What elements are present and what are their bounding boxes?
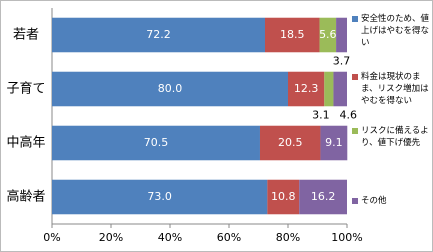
- x-tick-label: 20%: [99, 231, 123, 244]
- y-tick-label: 子育て: [6, 81, 45, 97]
- bar-segment: [52, 179, 268, 215]
- legend-swatch: [352, 198, 358, 204]
- value-label: 20.5: [278, 136, 303, 149]
- value-label: 70.5: [144, 136, 169, 149]
- bar-segment: [336, 17, 347, 53]
- bar-segment: [52, 125, 260, 161]
- bar-segment: [319, 17, 337, 53]
- legend-swatch: [352, 128, 358, 134]
- bar-segment: [333, 71, 347, 107]
- legend-swatch: [352, 16, 358, 22]
- y-tick-label: 高齢者: [6, 189, 45, 205]
- bar-segment: [264, 17, 320, 53]
- legend-label: その他: [361, 196, 387, 206]
- y-tick-label: 中高年: [6, 135, 45, 151]
- value-label: 73.0: [147, 190, 172, 203]
- bar-segment: [288, 71, 325, 107]
- bar-segment: [52, 71, 288, 107]
- value-label: 5.6: [319, 28, 337, 41]
- value-label: 18.5: [280, 28, 305, 41]
- legend-label: リスクに備えるより、値下げ優先: [361, 126, 429, 148]
- value-label: 72.2: [146, 28, 171, 41]
- legend-label: 料金は現状のまま、リスク増加はやむを得ない: [361, 72, 429, 106]
- x-tick-label: 0%: [43, 231, 60, 244]
- value-label: 4.6: [339, 108, 357, 121]
- x-tick-label: 100%: [331, 231, 362, 244]
- y-tick-label: 若者: [13, 27, 39, 43]
- value-label: 3.7: [333, 54, 351, 67]
- bar-segment: [259, 125, 321, 161]
- bar-segment: [320, 125, 348, 161]
- value-label: 12.3: [294, 82, 319, 95]
- bar-segment: [267, 179, 300, 215]
- value-label: 10.8: [271, 190, 296, 203]
- bar-segment: [324, 71, 334, 107]
- x-tick-label: 80%: [276, 231, 300, 244]
- value-label: 9.1: [325, 136, 343, 149]
- bar-segment: [52, 17, 265, 53]
- value-label: 3.1: [312, 108, 330, 121]
- legend-swatch: [352, 74, 358, 80]
- bar-segment: [299, 179, 347, 215]
- legend-label: 安全性のため、値上げはやむを得ない: [361, 14, 430, 48]
- x-tick-label: 60%: [217, 231, 241, 244]
- value-label: 80.0: [158, 82, 183, 95]
- value-label: 16.2: [311, 190, 336, 203]
- x-tick-label: 40%: [158, 231, 182, 244]
